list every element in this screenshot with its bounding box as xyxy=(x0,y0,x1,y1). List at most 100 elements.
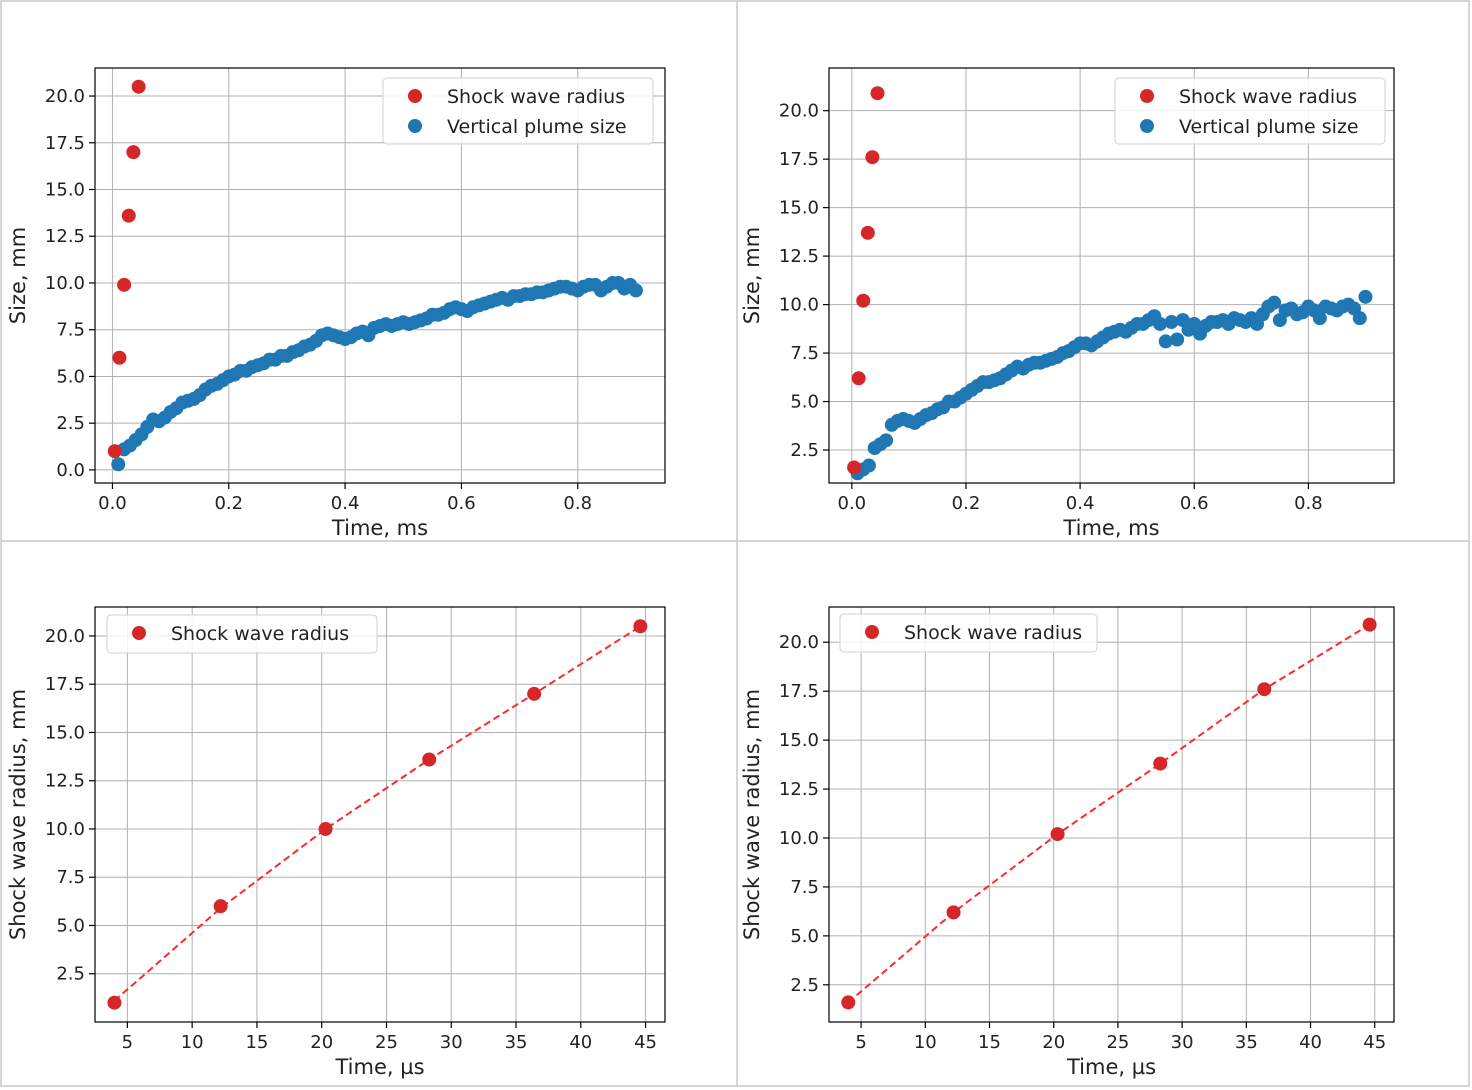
plume-point xyxy=(1358,289,1373,304)
y-tick-label: 15.0 xyxy=(779,730,819,751)
plume-point xyxy=(879,433,894,448)
x-tick-label: 0.0 xyxy=(838,493,867,514)
x-tick-label: 15 xyxy=(245,1032,268,1053)
x-tick-label: 0.6 xyxy=(1180,493,1209,514)
x-tick-label: 0.4 xyxy=(1066,493,1095,514)
chart-bottom-left: 5 10 15 20 25 30 35 40 45 2.5 5.0 7.5 10.0 12.5 15.0 17… xyxy=(6,606,666,1079)
legend-marker xyxy=(408,119,422,133)
plume-point xyxy=(861,458,876,473)
plot-frame xyxy=(828,67,1395,484)
shock-point xyxy=(131,79,146,94)
x-tick-label: 25 xyxy=(1106,1032,1129,1053)
shock-point xyxy=(1153,756,1168,771)
x-tick-label: 20 xyxy=(310,1032,333,1053)
y-tick-label: 7.5 xyxy=(56,867,85,888)
y-tick-label: 15.0 xyxy=(45,722,85,743)
shock-point xyxy=(107,444,122,459)
legend-marker xyxy=(1140,119,1154,133)
shock-point xyxy=(870,86,885,101)
fit-line xyxy=(113,625,641,1002)
legend-marker xyxy=(1140,89,1154,103)
y-tick-label: 17.5 xyxy=(779,149,819,170)
x-tick-label: 30 xyxy=(1171,1032,1194,1053)
x-axis-label: Time, ms xyxy=(331,516,428,540)
shock-point xyxy=(1362,617,1377,632)
y-tick-label: 10.0 xyxy=(45,273,85,294)
y-tick-label: 12.5 xyxy=(779,779,819,800)
shock-point xyxy=(841,995,856,1010)
y-tick-label: 10.0 xyxy=(45,819,85,840)
y-tick-label: 10.0 xyxy=(779,828,819,849)
y-tick-label: 15.0 xyxy=(45,180,85,201)
plume-point xyxy=(1352,311,1367,326)
y-tick-label: 12.5 xyxy=(45,226,85,247)
shock-point xyxy=(527,686,542,701)
legend-label: Shock wave radius xyxy=(447,86,625,108)
shock-point xyxy=(213,899,228,914)
y-tick-label: 20.0 xyxy=(45,626,85,647)
x-tick-label: 0.6 xyxy=(447,493,476,514)
shock-point xyxy=(117,277,132,292)
legend-box xyxy=(1114,77,1386,145)
legend-marker xyxy=(408,89,422,103)
plot-frame xyxy=(94,67,666,484)
x-tick-label: 40 xyxy=(569,1032,592,1053)
x-tick-label: 15 xyxy=(978,1032,1001,1053)
chart-bottom-right: 5 10 15 20 25 30 35 40 45 2.5 5.0 7.5 10.0 12.5 15.0 17… xyxy=(740,606,1395,1079)
shock-point xyxy=(422,752,437,767)
x-tick-label: 0.2 xyxy=(214,493,243,514)
legend-label: Shock wave radius xyxy=(1179,86,1357,108)
shock-point xyxy=(121,208,136,223)
shock-point xyxy=(318,821,333,836)
shock-point xyxy=(946,905,961,920)
shock-point xyxy=(860,225,875,240)
plot-frame xyxy=(94,606,666,1023)
y-tick-label: 0.0 xyxy=(56,460,85,481)
y-tick-label: 20.0 xyxy=(45,86,85,107)
plume-point xyxy=(111,457,126,472)
fit-line xyxy=(847,623,1371,1004)
plot-frame xyxy=(828,606,1395,1023)
plume-point xyxy=(1170,332,1185,347)
legend-marker xyxy=(132,626,146,640)
shock-point xyxy=(633,619,648,634)
x-tick-label: 5 xyxy=(855,1032,866,1053)
y-tick-label: 12.5 xyxy=(45,771,85,792)
plume-point xyxy=(1158,334,1173,349)
x-tick-label: 10 xyxy=(181,1032,204,1053)
y-axis-label: Shock wave radius, mm xyxy=(740,689,764,940)
chart-top-right: 0.0 0.2 0.4 0.6 0.8 2.5 5.0 7.5 10.0 12.5 15.0 17.5… xyxy=(740,67,1395,540)
y-tick-label: 17.5 xyxy=(45,133,85,154)
shock-point xyxy=(1257,682,1272,697)
plume-point xyxy=(1267,295,1282,310)
legend-marker xyxy=(865,625,879,639)
x-tick-label: 0.2 xyxy=(952,493,981,514)
legend-box xyxy=(839,613,1098,653)
y-tick-label: 20.0 xyxy=(779,101,819,122)
y-tick-label: 7.5 xyxy=(790,877,819,898)
x-tick-label: 5 xyxy=(122,1032,133,1053)
plume-point xyxy=(1312,311,1327,326)
shock-point xyxy=(865,150,880,165)
x-tick-label: 0.0 xyxy=(98,493,127,514)
x-tick-label: 35 xyxy=(1235,1032,1258,1053)
y-tick-label: 2.5 xyxy=(56,964,85,985)
x-axis-label: Time, µs xyxy=(334,1055,424,1079)
y-tick-label: 7.5 xyxy=(56,320,85,341)
legend-label: Vertical plume size xyxy=(447,116,627,138)
x-tick-label: 35 xyxy=(505,1032,528,1053)
x-tick-label: 0.4 xyxy=(331,493,360,514)
y-tick-label: 20.0 xyxy=(779,632,819,653)
y-tick-label: 10.0 xyxy=(779,295,819,316)
plume-point xyxy=(1153,316,1168,331)
x-tick-label: 0.8 xyxy=(563,493,592,514)
shock-point xyxy=(1050,827,1065,842)
shock-point xyxy=(112,350,127,365)
y-tick-label: 5.0 xyxy=(56,366,85,387)
x-tick-label: 10 xyxy=(914,1032,937,1053)
plume-point xyxy=(1164,315,1179,330)
shock-point xyxy=(107,995,122,1010)
y-tick-label: 2.5 xyxy=(56,413,85,434)
y-tick-label: 12.5 xyxy=(779,246,819,267)
